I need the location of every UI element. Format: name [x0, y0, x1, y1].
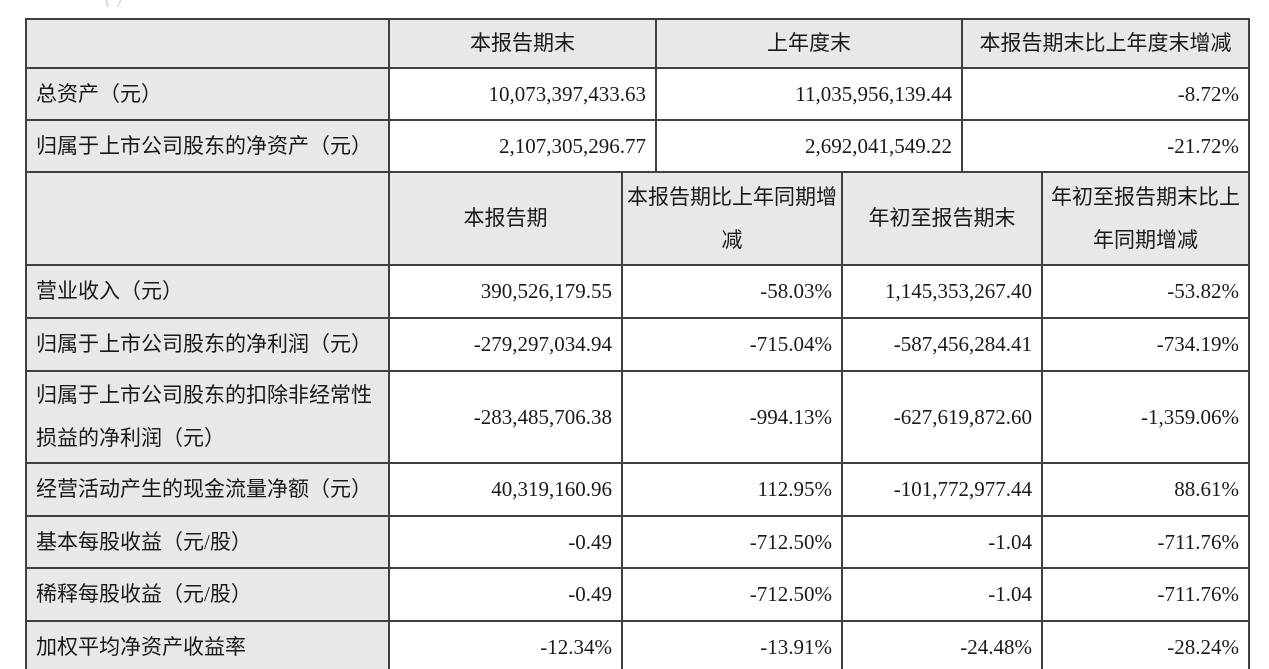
- label-cell: 归属于上市公司股东的净资产（元）: [25, 119, 390, 173]
- row-basic-eps: 基本每股收益（元/股） -0.49 -712.50% -1.04 -711.76…: [25, 515, 1250, 569]
- balance-header-row: 本报告期末 上年度末 本报告期末比上年度末增减: [25, 18, 1250, 69]
- row-operating-revenue: 营业收入（元） 390,526,179.55 -58.03% 1,145,353…: [25, 264, 1250, 319]
- row-operating-cash-flow: 经营活动产生的现金流量净额（元） 40,319,160.96 112.95% -…: [25, 462, 1250, 517]
- label-cell: 营业收入（元）: [25, 264, 390, 319]
- header-ytd: 年初至报告期末: [841, 173, 1043, 266]
- value-cell: 1,145,353,267.40: [841, 264, 1043, 319]
- value-cell: -1.04: [841, 567, 1043, 622]
- blank-corner-cell: [25, 173, 390, 266]
- label-cell: 归属于上市公司股东的净利润（元）: [25, 317, 390, 372]
- row-net-profit-attributable: 归属于上市公司股东的净利润（元） -279,297,034.94 -715.04…: [25, 317, 1250, 372]
- label-cell: 归属于上市公司股东的扣除非经常性损益的净利润（元）: [25, 370, 390, 464]
- value-cell: 112.95%: [621, 462, 843, 517]
- value-cell: -24.48%: [841, 620, 1043, 669]
- value-cell: -627,619,872.60: [841, 370, 1043, 464]
- value-cell: 390,526,179.55: [388, 264, 623, 319]
- value-cell: -0.49: [388, 515, 623, 569]
- performance-header-row: 本报告期 本报告期比上年同期增减 年初至报告期末 年初至报告期末比上年同期增减: [25, 173, 1250, 266]
- value-cell: -12.34%: [388, 620, 623, 669]
- value-cell: -994.13%: [621, 370, 843, 464]
- label-cell: 稀释每股收益（元/股）: [25, 567, 390, 622]
- value-cell: 2,107,305,296.77: [388, 119, 657, 173]
- ytd-performance-table: 本报告期 本报告期比上年同期增减 年初至报告期末 年初至报告期末比上年同期增减 …: [25, 173, 1250, 669]
- row-diluted-eps: 稀释每股收益（元/股） -0.49 -712.50% -1.04 -711.76…: [25, 567, 1250, 622]
- row-weighted-avg-roe: 加权平均净资产收益率 -12.34% -13.91% -24.48% -28.2…: [25, 620, 1250, 669]
- value-cell: 10,073,397,433.63: [388, 67, 657, 121]
- row-total-assets: 总资产（元） 10,073,397,433.63 11,035,956,139.…: [25, 67, 1250, 121]
- value-cell: -28.24%: [1041, 620, 1250, 669]
- row-net-assets-attributable: 归属于上市公司股东的净资产（元） 2,107,305,296.77 2,692,…: [25, 119, 1250, 173]
- label-cell: 加权平均净资产收益率: [25, 620, 390, 669]
- value-cell: 88.61%: [1041, 462, 1250, 517]
- financial-summary-table: 本报告期末 上年度末 本报告期末比上年度末增减 总资产（元） 10,073,39…: [25, 18, 1250, 669]
- header-ytd-yoy-change: 年初至报告期末比上年同期增减: [1041, 173, 1250, 266]
- value-cell: -101,772,977.44: [841, 462, 1043, 517]
- value-cell: -279,297,034.94: [388, 317, 623, 372]
- period-end-comparison-table: 本报告期末 上年度末 本报告期末比上年度末增减 总资产（元） 10,073,39…: [25, 18, 1250, 173]
- header-current-period-end: 本报告期末: [388, 18, 657, 69]
- row-net-profit-excl-nonrecurring: 归属于上市公司股东的扣除非经常性损益的净利润（元） -283,485,706.3…: [25, 370, 1250, 464]
- header-prior-year-end: 上年度末: [655, 18, 963, 69]
- label-cell: 经营活动产生的现金流量净额（元）: [25, 462, 390, 517]
- cropped-text-artifact: [102, 0, 126, 7]
- value-cell: -13.91%: [621, 620, 843, 669]
- value-cell: 11,035,956,139.44: [655, 67, 963, 121]
- label-cell: 总资产（元）: [25, 67, 390, 121]
- value-cell: -58.03%: [621, 264, 843, 319]
- value-cell: -711.76%: [1041, 515, 1250, 569]
- value-cell: -53.82%: [1041, 264, 1250, 319]
- value-cell: -712.50%: [621, 567, 843, 622]
- value-cell: 2,692,041,549.22: [655, 119, 963, 173]
- value-cell: -711.76%: [1041, 567, 1250, 622]
- value-cell: -0.49: [388, 567, 623, 622]
- value-cell: -8.72%: [961, 67, 1250, 121]
- value-cell: -715.04%: [621, 317, 843, 372]
- value-cell: -21.72%: [961, 119, 1250, 173]
- value-cell: -587,456,284.41: [841, 317, 1043, 372]
- label-cell: 基本每股收益（元/股）: [25, 515, 390, 569]
- blank-corner-cell: [25, 18, 390, 69]
- header-current-period: 本报告期: [388, 173, 623, 266]
- value-cell: -1,359.06%: [1041, 370, 1250, 464]
- header-period-yoy-change: 本报告期比上年同期增减: [621, 173, 843, 266]
- header-change-vs-prior-year-end: 本报告期末比上年度末增减: [961, 18, 1250, 69]
- value-cell: -712.50%: [621, 515, 843, 569]
- value-cell: -734.19%: [1041, 317, 1250, 372]
- value-cell: -1.04: [841, 515, 1043, 569]
- value-cell: -283,485,706.38: [388, 370, 623, 464]
- value-cell: 40,319,160.96: [388, 462, 623, 517]
